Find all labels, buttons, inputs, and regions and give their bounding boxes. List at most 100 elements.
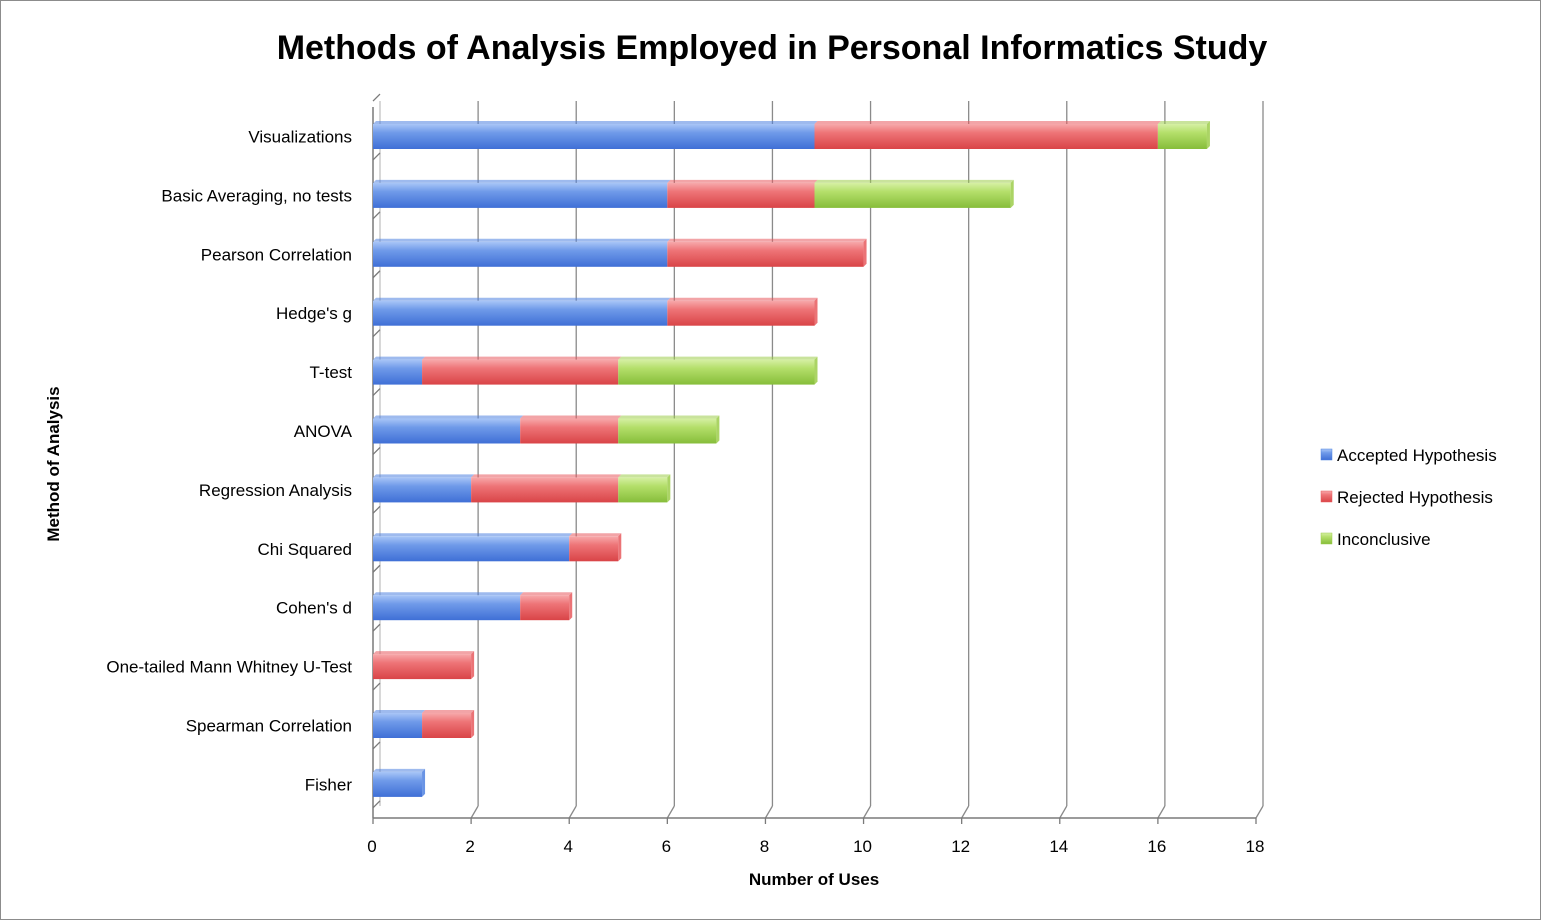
- x-tick-labels: 0 2 4 6 8 10 12 14 16 18: [367, 837, 1264, 856]
- category-label: T-test: [309, 363, 352, 382]
- bar-segment: [373, 241, 668, 267]
- bar-top-face: [373, 238, 671, 242]
- y-axis-tick: [372, 211, 381, 220]
- gridline-foot: [862, 805, 872, 819]
- gridline-foot: [764, 805, 774, 819]
- bar-end-face: [422, 768, 426, 797]
- category-label: Basic Averaging, no tests: [161, 186, 352, 205]
- y-axis-tick: [372, 93, 381, 102]
- category-label: One-tailed Mann Whitney U-Test: [106, 658, 352, 677]
- category-labels: Visualizations Basic Averaging, no tests P…: [106, 128, 352, 795]
- bar-top-face: [373, 533, 573, 537]
- gridline-foot: [1059, 805, 1068, 819]
- y-axis-tick: [372, 682, 381, 691]
- bar-top-face: [520, 592, 573, 596]
- bar-segment: [667, 182, 815, 208]
- gridline-foot: [1157, 805, 1166, 819]
- bar-segment: [373, 182, 668, 208]
- bar-segment: [373, 359, 423, 385]
- legend: Accepted Hypothesis Rejected Hypothesis In…: [1320, 446, 1497, 549]
- gridline-foot: [1255, 805, 1264, 819]
- bar-top-face: [667, 238, 867, 242]
- bars: [373, 121, 1210, 797]
- x-tick-label: 18: [1246, 837, 1265, 856]
- y-axis-tick: [372, 505, 381, 514]
- bar-end-face: [569, 592, 573, 621]
- bar-top-face: [814, 121, 1161, 124]
- bar-segment: [422, 713, 472, 738]
- bar-segment: [814, 124, 1158, 149]
- x-tick-label: 0: [367, 837, 376, 856]
- bar-top-face: [520, 415, 622, 419]
- legend-label: Inconclusive: [1337, 530, 1431, 549]
- bar-segment: [422, 359, 619, 385]
- gridline-foot: [961, 805, 970, 819]
- legend-label: Accepted Hypothesis: [1337, 446, 1497, 465]
- bar-top-face: [373, 121, 818, 124]
- bar-segment: [814, 182, 1011, 208]
- category-label: Chi Squared: [257, 540, 352, 559]
- bar-segment: [373, 771, 423, 797]
- bar-top-face: [373, 592, 524, 596]
- legend-swatch: [1320, 532, 1333, 545]
- y-axis-title: Method of Analysis: [44, 386, 63, 541]
- bar-top-face: [618, 474, 671, 478]
- bar-top-face: [373, 415, 524, 419]
- gridline-foot: [568, 805, 577, 819]
- y-axis-tick: [372, 446, 381, 455]
- bar-top-face: [422, 710, 475, 713]
- bar-top-face: [373, 768, 426, 772]
- bar-top-face: [422, 356, 622, 360]
- bar-top-face: [667, 179, 818, 183]
- bar-top-face: [618, 356, 818, 360]
- x-tick-label: 2: [465, 837, 474, 856]
- x-tick-label: 10: [853, 837, 872, 856]
- bar-end-face: [863, 238, 867, 267]
- bar-end-face: [471, 651, 475, 680]
- bar-segment: [618, 359, 815, 385]
- bar-top-face: [373, 179, 671, 183]
- bar-segment: [1157, 124, 1207, 149]
- gridline-foot: [666, 805, 675, 819]
- y-axis-tick: [372, 564, 381, 573]
- bar-end-face: [471, 710, 475, 738]
- x-tick-label: 4: [563, 837, 572, 856]
- category-label: Pearson Correlation: [201, 245, 352, 264]
- bar-end-face: [1010, 179, 1014, 208]
- bar-segment: [569, 536, 619, 562]
- chart-title: Methods of Analysis Employed in Personal…: [277, 29, 1268, 67]
- category-label: ANOVA: [294, 422, 353, 441]
- category-label: Fisher: [305, 775, 353, 794]
- y-axis-tick: [372, 800, 381, 809]
- bar-segment: [471, 477, 619, 503]
- category-label: Spearman Correlation: [186, 717, 352, 736]
- legend-swatch: [1320, 490, 1333, 503]
- axes: [372, 93, 1257, 824]
- bar-end-face: [1206, 121, 1210, 149]
- bar-segment: [373, 300, 668, 326]
- x-tick-label: 14: [1049, 837, 1068, 856]
- gridline-foot: [470, 805, 479, 819]
- bar-end-face: [814, 356, 818, 385]
- category-label: Cohen's d: [276, 599, 352, 618]
- bar-segment: [373, 477, 472, 503]
- y-axis-tick: [372, 623, 381, 632]
- bar-top-face: [667, 297, 818, 301]
- gridlines: [470, 101, 1264, 819]
- bar-segment: [373, 536, 570, 562]
- category-label: Hedge's g: [276, 304, 352, 323]
- x-tick-label: 8: [760, 837, 769, 856]
- x-axis-title: Number of Uses: [749, 870, 879, 889]
- bar-segment: [667, 241, 864, 267]
- x-tick-label: 12: [951, 837, 970, 856]
- bar-top-face: [814, 179, 1014, 183]
- x-tick-label: 16: [1147, 837, 1166, 856]
- category-label: Visualizations: [248, 128, 352, 147]
- y-axis-tick: [372, 329, 381, 338]
- y-axis-tick: [372, 388, 381, 397]
- x-tick-label: 6: [662, 837, 671, 856]
- bar-segment: [373, 124, 815, 149]
- bar-segment: [520, 595, 570, 621]
- bar-segment: [373, 595, 521, 621]
